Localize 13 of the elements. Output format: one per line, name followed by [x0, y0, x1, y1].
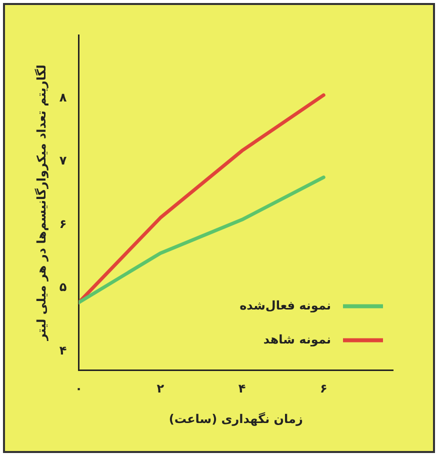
y-axis-title: لگاریتم تعداد میکروارگانیسم‌ها در هر میلی لیتر — [34, 64, 48, 342]
legend-label: نمونه شاهد — [263, 332, 331, 346]
x-tick-label: ۶ — [320, 382, 328, 396]
x-axis-title: زمان نگهداری (ساعت) — [168, 412, 303, 426]
y-tick-label: ۶ — [59, 216, 67, 231]
x-tick-label: ۲ — [156, 382, 165, 396]
y-tick-label: ۵ — [59, 280, 67, 294]
x-tick-label: ۴ — [238, 382, 246, 396]
legend-label: نمونه فعال‌شده — [240, 298, 331, 312]
y-tick-label: ۸ — [59, 90, 68, 104]
x-tick-label: ۰ — [75, 382, 82, 396]
y-tick-label: ۴ — [59, 343, 67, 358]
y-tick-label: ۷ — [59, 154, 68, 168]
